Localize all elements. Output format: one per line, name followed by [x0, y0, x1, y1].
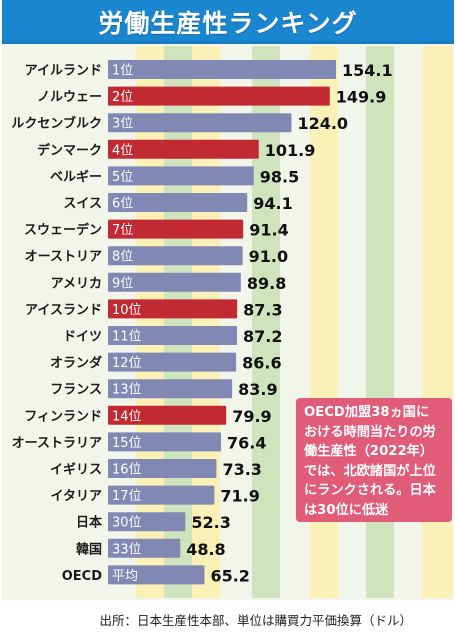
bar	[108, 60, 336, 79]
bar	[108, 326, 238, 345]
rank-label: 平均	[112, 569, 138, 584]
value-label: 73.3	[222, 460, 261, 479]
rank-label: 7位	[112, 223, 133, 238]
rank-label: 13位	[112, 383, 142, 398]
rank-label: 6位	[112, 197, 133, 212]
rank-label: 1位	[112, 64, 133, 79]
bar	[108, 485, 215, 505]
category-label: スイス	[63, 197, 102, 212]
rank-label: 4位	[112, 143, 133, 158]
category-label: 韓国	[76, 541, 102, 557]
bar	[108, 272, 241, 292]
value-label: 101.9	[265, 141, 316, 160]
bar	[108, 405, 227, 425]
background-stripe	[192, 46, 220, 598]
value-label: 124.0	[297, 114, 348, 133]
bar	[108, 193, 248, 212]
category-label: ルクセンブルク	[11, 116, 102, 132]
category-label: OECD	[62, 569, 102, 584]
value-label: 98.5	[260, 167, 299, 186]
bar	[108, 538, 181, 558]
value-label: 87.3	[243, 300, 282, 319]
category-label: 日本	[76, 515, 102, 531]
rank-label: 16位	[112, 463, 142, 478]
value-label: 65.2	[210, 566, 249, 585]
bar	[108, 219, 244, 239]
bar	[108, 512, 186, 532]
value-label: 83.9	[238, 380, 277, 399]
value-label: 48.8	[186, 540, 225, 559]
category-label: アメリカ	[51, 276, 102, 291]
background-stripe	[164, 46, 192, 598]
value-label: 86.6	[242, 354, 281, 373]
rank-label: 30位	[112, 516, 142, 531]
category-label: オランダ	[50, 355, 102, 371]
rank-label: 15位	[112, 436, 142, 451]
rank-label: 5位	[112, 170, 133, 185]
annotation-box: OECD加盟38ヵ国に おける時間当たりの労 働生産性（2022年） では、北欧…	[296, 398, 452, 522]
rank-label: 17位	[112, 489, 142, 504]
value-label: 149.9	[336, 88, 387, 107]
rank-label: 12位	[112, 356, 142, 371]
rank-label: 10位	[112, 303, 142, 318]
value-label: 91.0	[249, 247, 288, 266]
rank-label: 11位	[112, 330, 142, 345]
value-label: 94.1	[253, 194, 292, 213]
rank-label: 33位	[112, 542, 142, 557]
category-label: ベルギー	[50, 169, 102, 185]
bar	[108, 86, 330, 106]
rank-label: 9位	[112, 276, 133, 291]
bar	[108, 565, 205, 585]
value-label: 91.4	[249, 221, 288, 240]
value-label: 89.8	[247, 274, 286, 293]
bar	[108, 166, 254, 186]
category-label: オーストラリア	[12, 436, 102, 451]
category-label: オーストリア	[25, 250, 102, 265]
category-label: イタリア	[51, 489, 102, 504]
title-banner: 労働生産性ランキング	[2, 0, 454, 44]
rank-label: 14位	[112, 409, 142, 424]
value-label: 79.9	[232, 407, 271, 426]
rank-label: 8位	[112, 250, 133, 265]
background-stripe	[252, 46, 280, 598]
category-label: ノルウェー	[37, 90, 102, 105]
category-label: ドイツ	[63, 330, 102, 345]
value-label: 154.1	[342, 61, 393, 80]
bar	[108, 352, 237, 372]
bar	[108, 459, 217, 478]
category-label: デンマーク	[37, 142, 102, 158]
chart-title: 労働生産性ランキング	[98, 9, 358, 38]
category-label: イギリス	[50, 462, 102, 478]
source-note: 出所：日本生産性本部、単位は購買力平価換算（ドル）	[99, 613, 412, 628]
category-label: アイスランド	[25, 303, 102, 318]
bar	[108, 299, 238, 319]
bar	[108, 139, 259, 159]
value-label: 76.4	[227, 433, 266, 452]
bar	[108, 432, 222, 452]
category-label: スウェーデン	[24, 222, 102, 238]
bar	[108, 246, 243, 266]
background-stripe	[136, 46, 164, 598]
category-label: フィンランド	[24, 409, 102, 424]
value-label: 87.2	[243, 327, 282, 346]
rank-label: 3位	[112, 117, 133, 132]
bar	[108, 379, 233, 399]
category-label: アイルランド	[25, 64, 102, 79]
rank-label: 2位	[112, 90, 133, 105]
value-label: 71.9	[220, 487, 259, 506]
bar	[108, 113, 292, 133]
category-label: フランス	[50, 383, 102, 398]
value-label: 52.3	[191, 513, 230, 532]
